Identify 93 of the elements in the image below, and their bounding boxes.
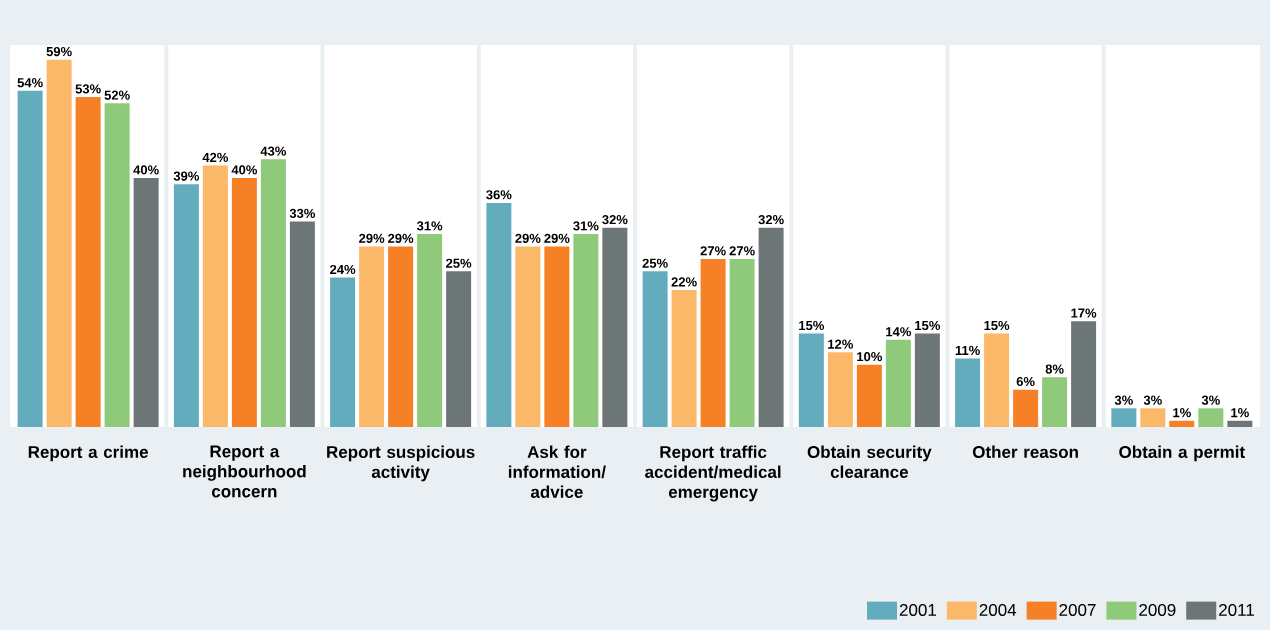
bar: [856, 364, 882, 427]
x-tick-label: Report traffic accident/medical emergency: [645, 445, 781, 502]
data-label: 15%: [915, 320, 941, 331]
x-tick-label: Report a neighbourhood concern: [183, 445, 306, 498]
x-tick-label: Report suspicious activity: [327, 445, 475, 482]
bar: [17, 90, 43, 427]
data-label: 17%: [1071, 308, 1097, 318]
data-label: 53%: [75, 84, 101, 94]
data-label: 27%: [729, 246, 755, 256]
bar: [885, 339, 911, 427]
data-label: 25%: [642, 258, 668, 268]
bar: [700, 258, 726, 427]
bar: [515, 246, 541, 427]
data-label: 14%: [886, 327, 912, 337]
bar: [173, 184, 199, 427]
bar: [1042, 377, 1068, 427]
bar: [671, 290, 697, 427]
data-label: 36%: [486, 190, 512, 200]
x-tick-label: Obtain a permit: [1119, 445, 1245, 462]
bar: [1140, 408, 1166, 427]
data-label: 31%: [416, 221, 443, 231]
bar: [46, 59, 72, 427]
data-label: 29%: [544, 233, 570, 243]
bar: [75, 97, 101, 427]
data-label: 52%: [104, 90, 130, 100]
bar: [1169, 420, 1195, 427]
bar: [984, 333, 1010, 427]
data-label: 10%: [857, 352, 883, 362]
data-label: 33%: [289, 208, 316, 219]
x-tick-label: Obtain security clearance: [807, 445, 932, 479]
data-label: 39%: [173, 171, 200, 181]
data-label: 29%: [515, 233, 541, 243]
bar: [104, 103, 130, 427]
bar: [602, 227, 628, 427]
bar: [289, 221, 315, 427]
bar: [573, 234, 599, 427]
data-label: 40%: [133, 165, 159, 175]
data-label: 59%: [46, 46, 72, 57]
x-tick-label: Ask for information/ advice: [508, 445, 606, 499]
data-label: 22%: [671, 277, 697, 287]
x-tick-label: Other reason: [972, 445, 1078, 459]
bar: [798, 333, 824, 427]
bar: [486, 202, 512, 427]
data-label: 29%: [388, 233, 414, 243]
bar: [1071, 321, 1097, 427]
data-label: 42%: [202, 152, 229, 163]
legend-label: 2001: [899, 603, 936, 616]
bar: [1227, 420, 1253, 427]
bar: [417, 234, 443, 427]
bar: [914, 333, 940, 427]
data-label: 1%: [1231, 408, 1249, 418]
bar: [260, 159, 286, 427]
bar: [729, 258, 755, 427]
bar: [1198, 408, 1224, 427]
bar: [202, 165, 228, 427]
data-label: 12%: [828, 339, 854, 349]
data-label: 3%: [1201, 395, 1220, 405]
data-label: 1%: [1173, 408, 1191, 418]
legend-label: 2004: [979, 603, 1017, 616]
data-label: 29%: [359, 233, 385, 243]
data-label: 43%: [260, 146, 287, 156]
bar: [330, 277, 356, 427]
data-label: 11%: [955, 345, 980, 356]
data-label: 32%: [758, 215, 784, 225]
data-label: 27%: [700, 246, 726, 256]
bar: [1111, 408, 1137, 427]
bar: [642, 271, 668, 427]
legend-label: 2007: [1059, 603, 1096, 616]
data-label: 3%: [1143, 395, 1162, 405]
x-tick-label: Report a crime: [28, 445, 148, 462]
data-label: 24%: [330, 264, 356, 275]
data-label: 3%: [1114, 395, 1133, 405]
bar: [359, 246, 385, 427]
data-label: 54%: [17, 78, 43, 88]
data-label: 32%: [602, 215, 628, 225]
data-label: 40%: [231, 165, 258, 175]
data-label: 8%: [1045, 364, 1064, 374]
legend-label: 2011: [1219, 603, 1254, 616]
bar: [388, 246, 414, 427]
data-label: 15%: [984, 320, 1010, 331]
bar: [1013, 389, 1039, 427]
data-label: 25%: [446, 258, 472, 268]
bar: [446, 271, 472, 427]
bar: [133, 177, 159, 427]
bar: [955, 358, 981, 427]
bar: [758, 227, 784, 427]
legend-label: 2009: [1139, 603, 1176, 616]
bar: [544, 246, 570, 427]
data-label: 31%: [573, 221, 599, 231]
data-label: 6%: [1016, 376, 1035, 387]
bar: [231, 177, 257, 427]
data-label: 15%: [799, 320, 825, 331]
bar: [827, 352, 853, 427]
